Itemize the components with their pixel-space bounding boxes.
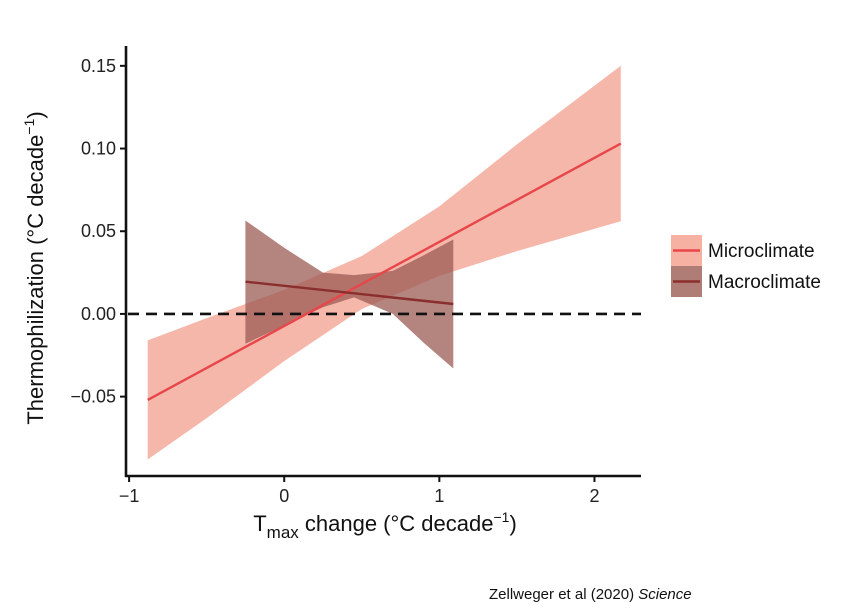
credit-authors: Zellweger et al (2020) xyxy=(489,586,639,603)
legend: Microclimate Macroclimate xyxy=(671,235,821,297)
x-tick-label: 0 xyxy=(279,486,289,506)
microclimate-trend-line xyxy=(147,142,622,401)
x-axis-title-subscript: max xyxy=(267,523,300,542)
x-axis-title-close: ) xyxy=(509,511,516,536)
y-axis-title-main: Thermophilization (°C decade xyxy=(23,135,48,425)
y-axis-title-close: ) xyxy=(23,111,48,118)
regression-lines xyxy=(147,142,622,401)
x-tick-label: 1 xyxy=(434,486,444,506)
x-axis-ticks: −1 0 1 2 xyxy=(119,476,599,506)
credit-journal: Science xyxy=(638,586,692,603)
macroclimate-trend-line xyxy=(245,280,454,306)
y-axis-title: Thermophilization (°C decade−1) xyxy=(21,111,48,424)
y-tick-label: 0.05 xyxy=(81,221,116,241)
macroclimate-confidence-band xyxy=(245,220,454,369)
x-axis-title-rest: change (°C decade xyxy=(299,511,494,536)
legend-label-macroclimate: Macroclimate xyxy=(708,272,821,293)
x-axis-title-main: T xyxy=(253,511,266,536)
x-tick-label: 2 xyxy=(589,486,599,506)
x-axis-title-superscript: −1 xyxy=(493,509,509,525)
y-tick-label: 0.15 xyxy=(81,56,116,76)
confidence-bands xyxy=(147,65,621,460)
y-tick-label: 0.00 xyxy=(81,304,116,324)
y-tick-label: −0.05 xyxy=(70,387,116,407)
legend-item-microclimate: Microclimate xyxy=(671,235,815,266)
microclimate-confidence-band xyxy=(147,65,621,460)
legend-item-macroclimate: Macroclimate xyxy=(671,266,821,297)
y-tick-label: 0.10 xyxy=(81,139,116,159)
axes xyxy=(124,46,641,478)
x-axis-title: Tmax change (°C decade−1) xyxy=(253,509,517,542)
credit-caption: Zellweger et al (2020) Science xyxy=(489,586,692,603)
x-tick-label: −1 xyxy=(119,486,140,506)
legend-label-microclimate: Microclimate xyxy=(708,241,815,262)
y-axis-title-superscript: −1 xyxy=(21,118,37,134)
y-axis-ticks: −0.05 0.00 0.05 0.10 0.15 xyxy=(70,56,126,407)
